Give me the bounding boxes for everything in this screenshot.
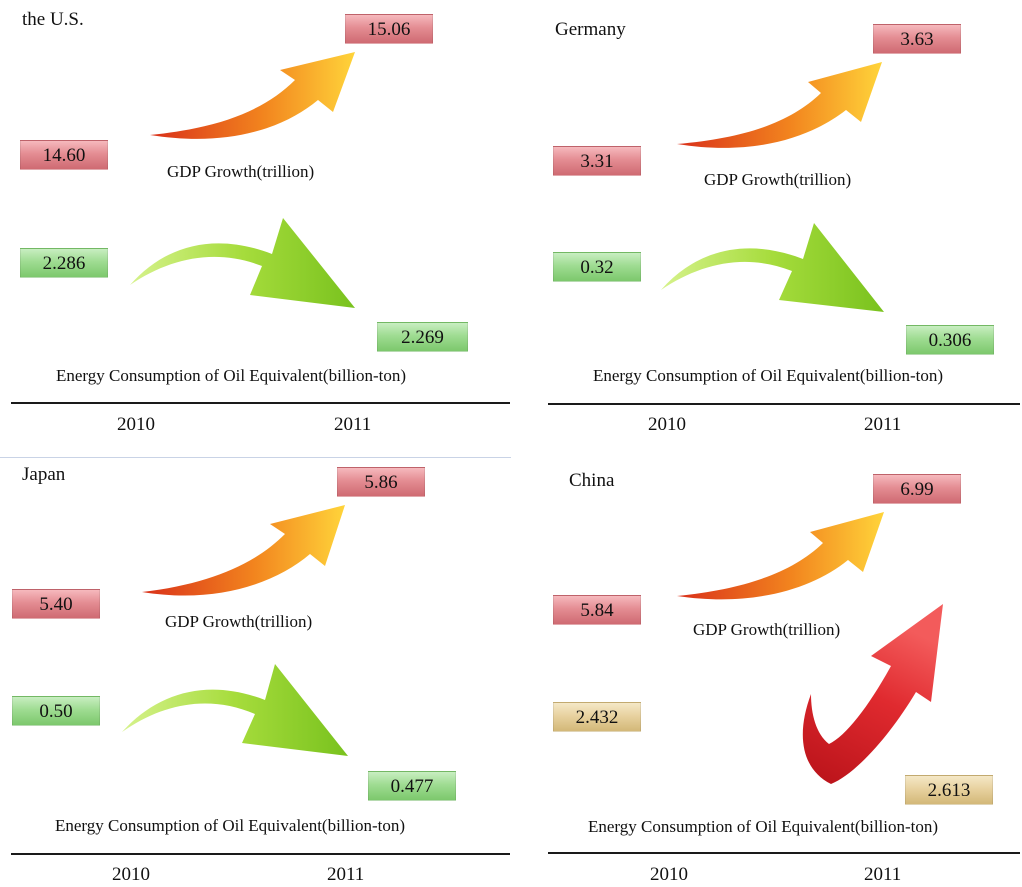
panel-japan: Japan 5.86 5.40 GDP Growth(trillion) 0.5… [0, 444, 511, 887]
panel-title: China [569, 470, 615, 491]
energy-2010-value: 0.32 [553, 252, 641, 282]
separator-line [0, 457, 511, 458]
energy-consumption-label: Energy Consumption of Oil Equivalent(bil… [55, 816, 406, 835]
energy-2011-value: 2.613 [905, 775, 993, 805]
year-2011-label: 2011 [864, 414, 902, 435]
year-2010-label: 2010 [650, 864, 688, 885]
axis-line [11, 402, 510, 404]
panel-title: the U.S. [22, 9, 84, 30]
panel-china: China 6.99 5.84 GDP Growth(trillion) 2.4… [511, 444, 1022, 887]
year-2011-label: 2011 [334, 414, 372, 435]
energy-2010-value: 2.286 [20, 248, 108, 278]
gdp-growth-label: GDP Growth(trillion) [165, 612, 313, 631]
energy-2011-value: 0.477 [368, 771, 456, 801]
axis-line [548, 403, 1020, 405]
panel-germany: Germany 3.63 3.31 GDP Growth(trillion) 0… [511, 0, 1022, 443]
panel-title: Japan [22, 464, 66, 485]
panel-title: Germany [555, 19, 626, 40]
axis-line [548, 852, 1020, 854]
panel-us: the U.S. 15.06 14.60 GDP Growth(trillion… [0, 0, 511, 443]
gdp-growth-arrow-icon [142, 505, 345, 596]
energy-increase-arrow-icon [802, 604, 943, 784]
energy-2010-value: 2.432 [553, 702, 641, 732]
axis-line [11, 853, 510, 855]
year-2011-label: 2011 [327, 864, 365, 885]
gdp-growth-arrow-icon [150, 52, 355, 139]
gdp-2011-value: 15.06 [345, 14, 433, 44]
gdp-2011-value: 3.63 [873, 24, 961, 54]
energy-2011-value: 0.306 [906, 325, 994, 355]
gdp-2010-value: 14.60 [20, 140, 108, 170]
gdp-growth-arrow-icon [677, 512, 884, 600]
gdp-growth-label: GDP Growth(trillion) [704, 170, 852, 189]
energy-2011-value: 2.269 [377, 322, 468, 352]
gdp-2010-value: 5.84 [553, 595, 641, 625]
gdp-2011-value: 5.86 [337, 467, 425, 497]
energy-decrease-arrow-icon [130, 218, 355, 308]
gdp-2011-value: 6.99 [873, 474, 961, 504]
gdp-growth-label: GDP Growth(trillion) [693, 620, 841, 639]
energy-consumption-label: Energy Consumption of Oil Equivalent(bil… [588, 817, 939, 836]
energy-2010-value: 0.50 [12, 696, 100, 726]
energy-consumption-label: Energy Consumption of Oil Equivalent(bil… [593, 366, 944, 385]
gdp-2010-value: 3.31 [553, 146, 641, 176]
year-2011-label: 2011 [864, 864, 902, 885]
gdp-growth-label: GDP Growth(trillion) [167, 162, 315, 181]
energy-decrease-arrow-icon [122, 664, 348, 756]
year-2010-label: 2010 [648, 414, 686, 435]
energy-decrease-arrow-icon [661, 223, 884, 312]
gdp-growth-arrow-icon [677, 62, 882, 148]
year-2010-label: 2010 [112, 864, 150, 885]
year-2010-label: 2010 [117, 414, 155, 435]
gdp-2010-value: 5.40 [12, 589, 100, 619]
energy-consumption-label: Energy Consumption of Oil Equivalent(bil… [56, 366, 407, 385]
